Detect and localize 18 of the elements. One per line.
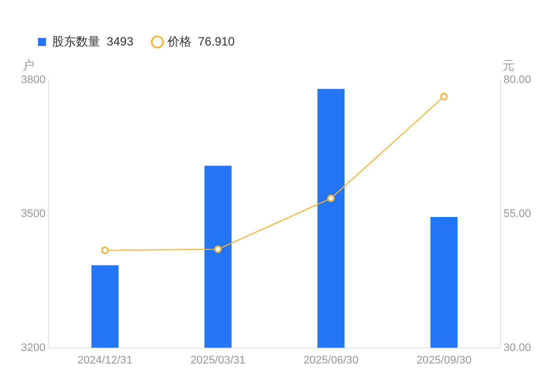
x-tick-label: 2025/09/30 <box>416 354 472 366</box>
point <box>214 246 222 253</box>
legend-label: 价格 76.910 <box>166 34 236 48</box>
y2-tick-label: 80.00 <box>503 74 532 86</box>
y-axis-title: 户 <box>22 58 34 72</box>
point <box>327 194 335 202</box>
point <box>101 246 109 254</box>
x-tick-label: 2025/03/31 <box>190 354 246 366</box>
x-tick-label: 2025/06/30 <box>303 354 359 366</box>
y2-tick-label: 55.00 <box>503 208 532 220</box>
point <box>440 92 448 100</box>
y-tick-label: 3500 <box>20 208 46 220</box>
x-tick-label: 2024/12/31 <box>77 354 132 366</box>
y-tick-label: 3800 <box>20 74 46 86</box>
y2-tick-label: 30.00 <box>503 342 532 354</box>
legend-label: 股东数量 3493 <box>52 34 134 48</box>
y2-axis-title: 元 <box>502 58 514 72</box>
y-tick-label: 3200 <box>20 342 46 354</box>
